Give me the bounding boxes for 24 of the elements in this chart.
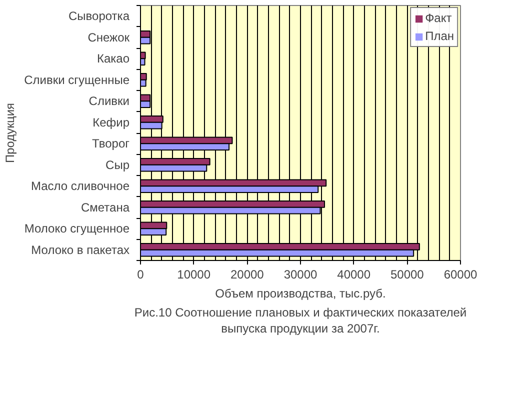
legend-label: Факт — [425, 11, 452, 25]
y-tick-label: Сыворотка — [68, 9, 130, 24]
x-tick-label: 60000 — [444, 268, 478, 282]
y-tick-label: Молоко в пакетах — [31, 242, 130, 257]
y-tick-label: Сливки сгущенные — [24, 72, 130, 87]
y-tick-label: Сметана — [80, 200, 130, 214]
y-tick-label: Молоко сгущенное — [24, 222, 130, 236]
y-tick-label: Сливки — [88, 94, 130, 108]
y-tick-label: Творог — [92, 136, 130, 151]
x-tick-label: 20000 — [230, 268, 264, 282]
y-tick-label: Какао — [96, 52, 130, 66]
x-tick-label: 30000 — [284, 268, 318, 282]
text: Рис.10 Соотношение плановых и фактических показателей выпуска продукции за 2007г. — [134, 306, 467, 336]
y-tick-label: Кефир — [92, 115, 130, 130]
y-tick-label: Сыр — [106, 158, 130, 172]
y-tick-label: Снежок — [88, 30, 130, 44]
y-tick-label: Масло сливочное — [30, 179, 130, 194]
legend-label: План — [425, 29, 454, 43]
x-axis-title: Объем производства, тыс.руб. — [215, 286, 386, 300]
x-tick-label: 10000 — [177, 268, 211, 282]
y-axis-title: Продукция — [3, 102, 18, 164]
x-tick-label: 50000 — [390, 268, 424, 282]
x-tick-label: 40000 — [337, 268, 371, 282]
x-tick-label: 0 — [137, 268, 144, 282]
